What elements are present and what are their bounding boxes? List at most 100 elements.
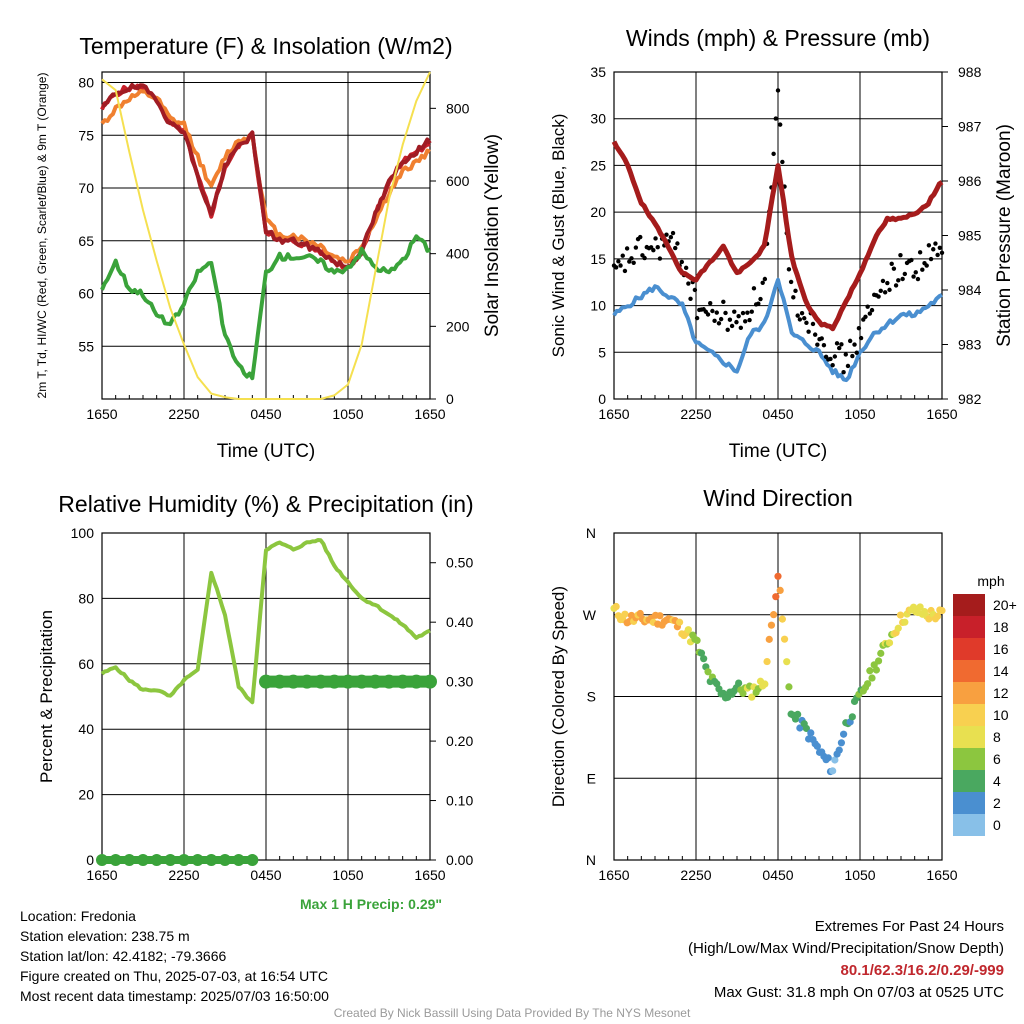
colorbar-title: mph	[977, 573, 1004, 589]
gust-point	[909, 257, 914, 263]
gust-point	[668, 234, 674, 240]
gust-point	[710, 308, 715, 314]
y2-tick-label: 400	[446, 246, 470, 262]
gust-point	[624, 246, 630, 251]
gust-point	[734, 319, 739, 325]
colorbar-swatch	[953, 704, 985, 726]
panel-4-title: Wind Direction	[703, 485, 853, 511]
gust-point	[793, 288, 798, 294]
y-tick-label: S	[587, 689, 596, 705]
gust-point	[714, 310, 719, 315]
y-tick-label: 20	[590, 204, 606, 220]
gust-point	[773, 116, 779, 121]
direction-point	[938, 606, 946, 615]
gust-point	[856, 326, 862, 331]
gust-point	[867, 311, 873, 316]
direction-point	[765, 635, 773, 643]
gust-point	[756, 301, 761, 306]
gust-point	[627, 259, 632, 264]
y-tick-label: 20	[78, 787, 94, 803]
gust-point	[828, 356, 833, 362]
colorbar-swatch	[953, 616, 985, 638]
y2-tick-label: 983	[958, 337, 982, 353]
direction-point	[697, 649, 706, 657]
gust-point	[629, 256, 634, 261]
direction-point	[916, 603, 924, 611]
y-tick-label: 30	[590, 111, 606, 127]
direction-point	[901, 618, 909, 626]
gust-point	[865, 304, 870, 309]
direction-point	[864, 680, 872, 688]
gust-point	[692, 287, 698, 293]
gust-point	[675, 241, 680, 246]
y-tick-label: 35	[590, 64, 606, 80]
direction-point	[785, 683, 793, 691]
gust-point	[931, 247, 936, 252]
panel-3-title: Relative Humidity (%) & Precipitation (i…	[58, 491, 473, 517]
series-line-solar-insolation	[101, 71, 431, 400]
extremes-values: 80.1/62.3/16.2/0.29/-999	[840, 962, 1004, 979]
gust-point	[618, 263, 623, 268]
gust-point	[613, 265, 619, 270]
colorbar-label: 20+	[993, 597, 1017, 613]
gust-point	[642, 255, 647, 261]
gust-point	[694, 315, 700, 321]
gust-point	[896, 278, 901, 283]
x-tick-label: 0450	[762, 406, 793, 422]
y-tick-label: 0	[86, 852, 94, 868]
gust-point	[815, 342, 820, 347]
colorbar-label: 0	[993, 817, 1001, 833]
gust-point	[924, 263, 929, 268]
gust-point	[721, 299, 726, 305]
gust-point	[902, 271, 908, 277]
gust-point	[913, 270, 918, 275]
gust-point	[841, 370, 846, 375]
x-tick-label: 1650	[598, 406, 629, 422]
gust-point	[933, 241, 938, 246]
gust-point	[673, 245, 678, 251]
gust-point	[915, 276, 921, 282]
gust-point	[718, 316, 724, 322]
x-tick-label: 1650	[926, 867, 957, 883]
gust-point	[788, 279, 794, 285]
series-line-station-pressure	[611, 140, 944, 332]
y-tick-label: 80	[78, 590, 94, 606]
gust-point	[679, 259, 684, 265]
y2-tick-label: 985	[958, 228, 982, 244]
direction-point	[774, 572, 782, 580]
gust-point	[939, 250, 945, 255]
gust-point	[887, 287, 892, 293]
gust-point	[745, 310, 750, 315]
gust-point	[797, 317, 803, 322]
direction-point	[831, 756, 839, 764]
gust-point	[812, 332, 818, 337]
direction-point	[874, 657, 883, 665]
plot-frame	[613, 71, 943, 400]
y-axis-label: Sonic Wind & Gust (Blue, Black)	[549, 114, 568, 358]
gust-point	[686, 281, 691, 286]
gust-point	[657, 256, 663, 261]
direction-point	[621, 610, 629, 618]
direction-point	[735, 679, 743, 687]
gust-point	[762, 276, 768, 282]
gust-point	[926, 243, 932, 248]
gust-point	[917, 250, 923, 255]
gust-point	[885, 280, 890, 286]
x-axis-label: Time (UTC)	[729, 441, 828, 462]
gust-point	[688, 296, 693, 301]
gust-point	[869, 307, 875, 313]
x-axis-label: Time (UTC)	[217, 441, 316, 462]
direction-point	[763, 657, 771, 666]
x-tick-label: 1650	[86, 406, 117, 422]
gust-point	[743, 319, 748, 324]
gust-point	[878, 288, 883, 294]
gust-point	[727, 317, 733, 322]
gust-point	[725, 327, 730, 332]
direction-point	[802, 724, 811, 733]
y2-tick-label: 0.30	[446, 674, 473, 690]
gust-point	[850, 353, 855, 359]
direction-point	[656, 612, 664, 620]
x-tick-label: 0450	[762, 867, 793, 883]
y2-tick-label: 600	[446, 173, 470, 189]
gust-point	[935, 252, 940, 258]
